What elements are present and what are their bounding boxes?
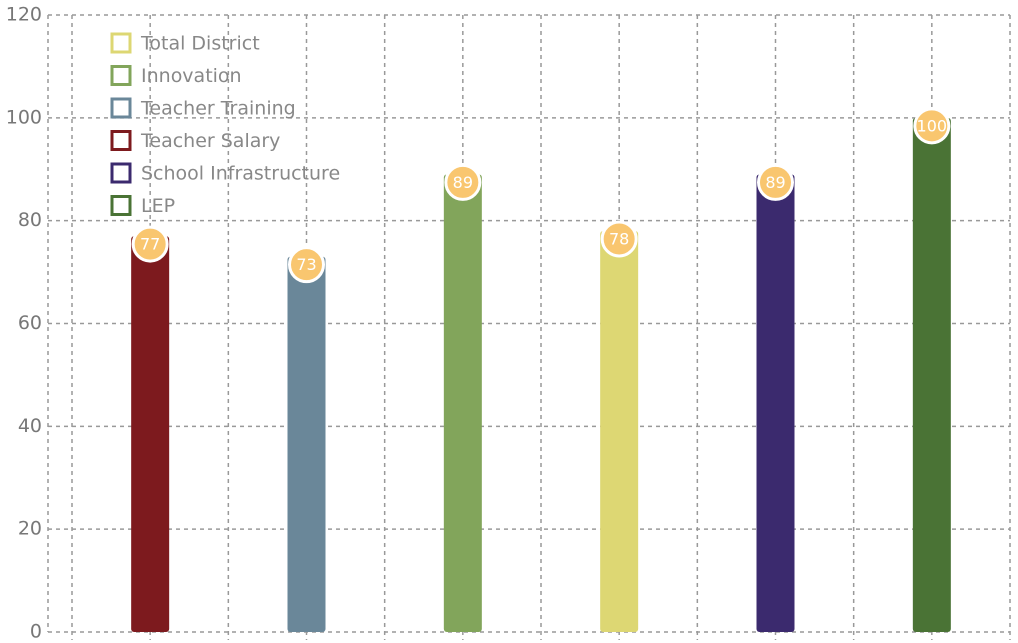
value-badge bbox=[131, 225, 169, 263]
value-label: 89 bbox=[765, 173, 785, 192]
bar bbox=[600, 230, 639, 632]
legend-label: Teacher Training bbox=[140, 98, 296, 120]
bar bbox=[131, 236, 170, 632]
y-tick-label: 80 bbox=[18, 209, 42, 231]
legend-swatch bbox=[110, 97, 132, 119]
y-tick-label: 20 bbox=[18, 518, 42, 540]
value-label: 77 bbox=[140, 235, 160, 254]
value-label: 89 bbox=[453, 173, 473, 192]
y-tick-label: 60 bbox=[18, 312, 42, 334]
value-label: 100 bbox=[917, 116, 948, 135]
value-label: 78 bbox=[609, 229, 629, 248]
bar bbox=[912, 117, 951, 633]
legend-label: School Infrastructure bbox=[141, 163, 340, 185]
legend-swatch bbox=[110, 65, 132, 86]
value-badge bbox=[444, 163, 482, 201]
legend-label: Teacher Salary bbox=[140, 130, 280, 152]
legend-swatch bbox=[110, 162, 132, 184]
y-tick-label: 120 bbox=[6, 4, 42, 26]
value-badge bbox=[288, 246, 325, 284]
y-tick-label: 100 bbox=[6, 106, 42, 128]
legend-label: LEP bbox=[141, 195, 175, 217]
bar bbox=[287, 256, 326, 632]
y-tick-label: 0 bbox=[30, 621, 42, 643]
legend-label: Innovation bbox=[141, 65, 242, 87]
legend-swatch bbox=[110, 195, 132, 216]
value-badge bbox=[757, 163, 794, 201]
legend-swatch bbox=[110, 130, 132, 151]
bar bbox=[443, 174, 482, 632]
value-label: 73 bbox=[296, 255, 316, 274]
bar bbox=[756, 174, 795, 632]
y-tick-label: 40 bbox=[18, 415, 42, 437]
legend-label: Total District bbox=[140, 33, 260, 55]
value-badge bbox=[913, 107, 951, 145]
legend-swatch bbox=[110, 32, 132, 54]
value-badge bbox=[600, 220, 638, 258]
